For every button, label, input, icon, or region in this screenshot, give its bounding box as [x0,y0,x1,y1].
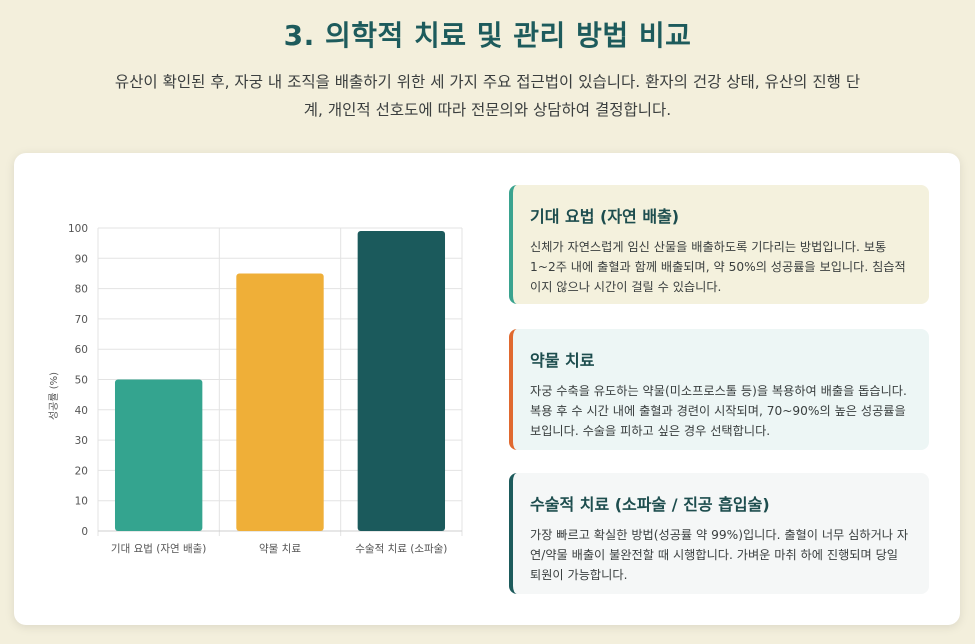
info-card-text: 가장 빠르고 확실한 방법(성공률 약 99%)입니다. 출혈이 너무 심하거나… [530,528,909,582]
info-card-title: 기대 요법 (자연 배출) [530,207,680,226]
bar [236,273,324,531]
x-tick-label: 기대 요법 (자연 배출) [111,543,207,555]
y-tick-label: 60 [75,344,88,356]
y-tick-label: 20 [75,465,88,477]
x-tick-label: 약물 치료 [259,543,301,555]
x-tick-label: 수술적 치료 (소파술) [355,543,447,555]
y-tick-label: 100 [68,223,88,235]
chart-bars [114,231,446,531]
page-title: 3. 의학적 치료 및 관리 방법 비교 [283,19,692,52]
y-tick-label: 30 [75,435,88,447]
info-card-expectant: 기대 요법 (자연 배출) 신체가 자연스럽게 임신 산물을 배출하도록 기다리… [509,185,929,304]
y-tick-labels: 0 10 20 30 40 50 60 70 80 90 100 [68,223,88,538]
info-card-text: 자궁 수축을 유도하는 약물(미소프로스톨 등)을 복용하여 배출을 돕습니다.… [530,384,907,438]
y-tick-label: 10 [75,496,88,508]
y-tick-label: 90 [75,253,88,265]
info-card-surgical: 수술적 치료 (소파술 / 진공 흡입술) 가장 빠르고 확실한 방법(성공률 … [509,473,929,594]
y-axis-label: 성공률 (%) [48,372,60,420]
info-card-title: 수술적 치료 (소파술 / 진공 흡입술) [530,495,770,514]
y-tick-label: 80 [75,284,88,296]
y-tick-label: 70 [75,314,88,326]
intro-text: 유산이 확인된 후, 자궁 내 조직을 배출하기 위한 세 가지 주요 접근법이… [114,73,861,119]
chart-svg: 0 10 20 30 40 50 60 70 80 90 100 기대 요법 (자연 배출) 약물 치… [48,223,463,555]
y-tick-label: 40 [75,405,88,417]
y-tick-label: 50 [75,375,88,387]
bar [357,231,446,531]
x-tick-labels: 기대 요법 (자연 배출) 약물 치료 수술적 치료 (소파술) [111,543,447,555]
info-card-medication: 약물 치료 자궁 수축을 유도하는 약물(미소프로스톨 등)을 복용하여 배출을… [509,329,929,450]
info-card-title: 약물 치료 [530,351,595,370]
success-rate-chart: 0 10 20 30 40 50 60 70 80 90 100 기대 요법 (자연 배출) 약물 치… [40,215,470,565]
y-tick-label: 0 [81,526,88,538]
info-card-text: 신체가 자연스럽게 임신 산물을 배출하도록 기다리는 방법입니다. 보통 1~… [530,240,906,294]
bar [114,379,203,531]
